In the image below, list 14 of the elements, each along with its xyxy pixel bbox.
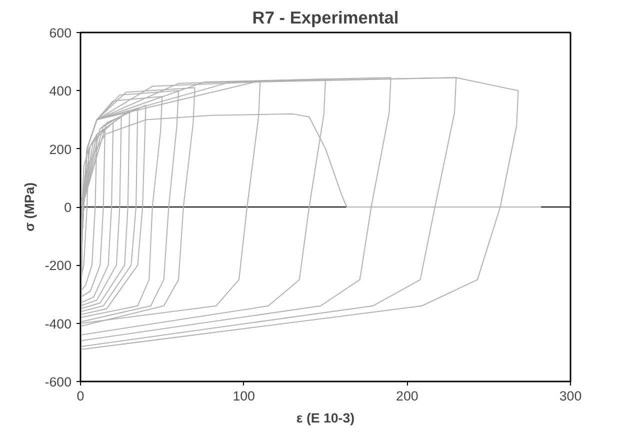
y-tick-label: 200 xyxy=(49,142,72,157)
y-tick-label: 600 xyxy=(49,26,72,40)
chart-title: R7 - Experimental xyxy=(252,8,399,28)
y-tick-label: -400 xyxy=(44,316,72,332)
x-tick-label: 300 xyxy=(559,388,582,404)
y-tick-label: 0 xyxy=(64,200,72,215)
y-tick-label: -200 xyxy=(44,258,72,274)
x-axis-title: ε (E 10-3) xyxy=(296,410,355,426)
y-tick-label: 400 xyxy=(49,84,72,99)
y-tick-label: -600 xyxy=(44,374,72,390)
x-tick-label: 0 xyxy=(76,388,84,404)
x-tick-label: 200 xyxy=(396,388,418,404)
y-axis-title: σ (MPa) xyxy=(22,182,37,232)
x-tick-label: 100 xyxy=(232,388,255,404)
